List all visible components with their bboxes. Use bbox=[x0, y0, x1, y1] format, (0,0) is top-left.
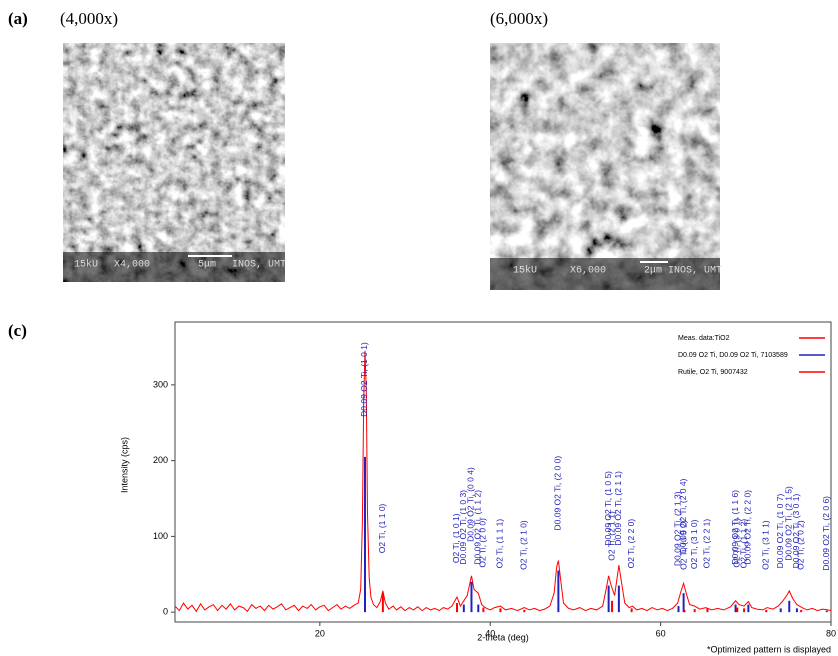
panel-label: (c) bbox=[8, 321, 27, 340]
footnote: *Optimized pattern is displayed bbox=[707, 644, 831, 654]
peak-label: O2 Ti, (1 1 1) bbox=[495, 519, 505, 569]
peak-label: O2 Ti, (0 0 2) bbox=[679, 520, 689, 570]
peak-label: O2 Ti, (1 0 1) bbox=[451, 513, 461, 563]
sem-info: 15kU bbox=[74, 259, 98, 271]
x-tick-label: 20 bbox=[315, 628, 325, 638]
sem-image: 15kU X6,000 2μm INOS, UMT bbox=[490, 43, 722, 290]
image-texture bbox=[490, 43, 720, 290]
page: {"panels": { "a_label": "(a)", "left_cap… bbox=[0, 0, 838, 656]
y-axis-title: Intensity (cps) bbox=[119, 437, 129, 493]
peak-label: O2 Ti, (2 0 0) bbox=[478, 518, 488, 568]
legend-label: Rutile, O2 Ti, 9007432 bbox=[678, 369, 748, 376]
caption: (4,000x) bbox=[60, 9, 118, 28]
x-tick-label: 40 bbox=[485, 628, 495, 638]
peak-label: O2 Ti, (2 1 0) bbox=[519, 520, 529, 570]
data-line bbox=[175, 351, 831, 612]
plot-frame bbox=[175, 322, 831, 622]
panel-label: (a) bbox=[8, 9, 28, 28]
peak-label: O2 Ti, (1 1 0) bbox=[377, 503, 387, 553]
figure: (a) (4,000x) (6,000x) (c) 15kU X4,000 5μ… bbox=[0, 0, 838, 656]
sem-info: 15kU bbox=[513, 265, 537, 277]
peak-label: O2 Ti, (2 0 2) bbox=[795, 520, 805, 570]
legend-label: Meas. data:TiO2 bbox=[678, 335, 730, 342]
sem-info: X6,000 bbox=[570, 266, 606, 277]
sem-info: 5μm bbox=[198, 260, 216, 271]
sem-info: 2μm bbox=[644, 266, 662, 277]
y-tick-label: 300 bbox=[153, 379, 168, 389]
peak-label: D0.09 O2 Ti, (2 0 0) bbox=[553, 456, 563, 531]
caption: (6,000x) bbox=[490, 9, 548, 28]
image-texture bbox=[63, 43, 285, 282]
sem-info: X4,000 bbox=[114, 260, 150, 271]
peak-label: O2 Ti, (3 1 1) bbox=[761, 520, 771, 570]
peak-label: O2 Ti, (2 2 1) bbox=[702, 519, 712, 569]
peak-label: D0.09 O2 Ti, (1 0 1) bbox=[359, 342, 369, 417]
sem-image: 15kU X4,000 5μm INOS, UMT bbox=[63, 43, 286, 282]
y-tick-label: 100 bbox=[153, 531, 168, 541]
sem-info: INOS, UMT bbox=[668, 266, 722, 277]
peak-label: O2 Ti, (2 2 0) bbox=[626, 519, 636, 569]
peak-label: O2 Ti, (3 1 0) bbox=[689, 519, 699, 569]
peak-label: O2 Ti, (2 1 1) bbox=[606, 511, 616, 561]
peak-label: O2 Ti, (1 1 2) bbox=[738, 519, 748, 569]
y-tick-label: 0 bbox=[163, 607, 168, 617]
sem-info: INOS, UMT bbox=[232, 260, 286, 271]
x-tick-label: 60 bbox=[656, 628, 666, 638]
legend-label: D0.09 O2 Ti, D0.09 O2 Ti, 7103589 bbox=[678, 352, 788, 359]
x-tick-label: 80 bbox=[826, 628, 836, 638]
peak-label: D0.09 O2 Ti, (2 0 6) bbox=[821, 496, 831, 571]
y-tick-label: 200 bbox=[153, 455, 168, 465]
